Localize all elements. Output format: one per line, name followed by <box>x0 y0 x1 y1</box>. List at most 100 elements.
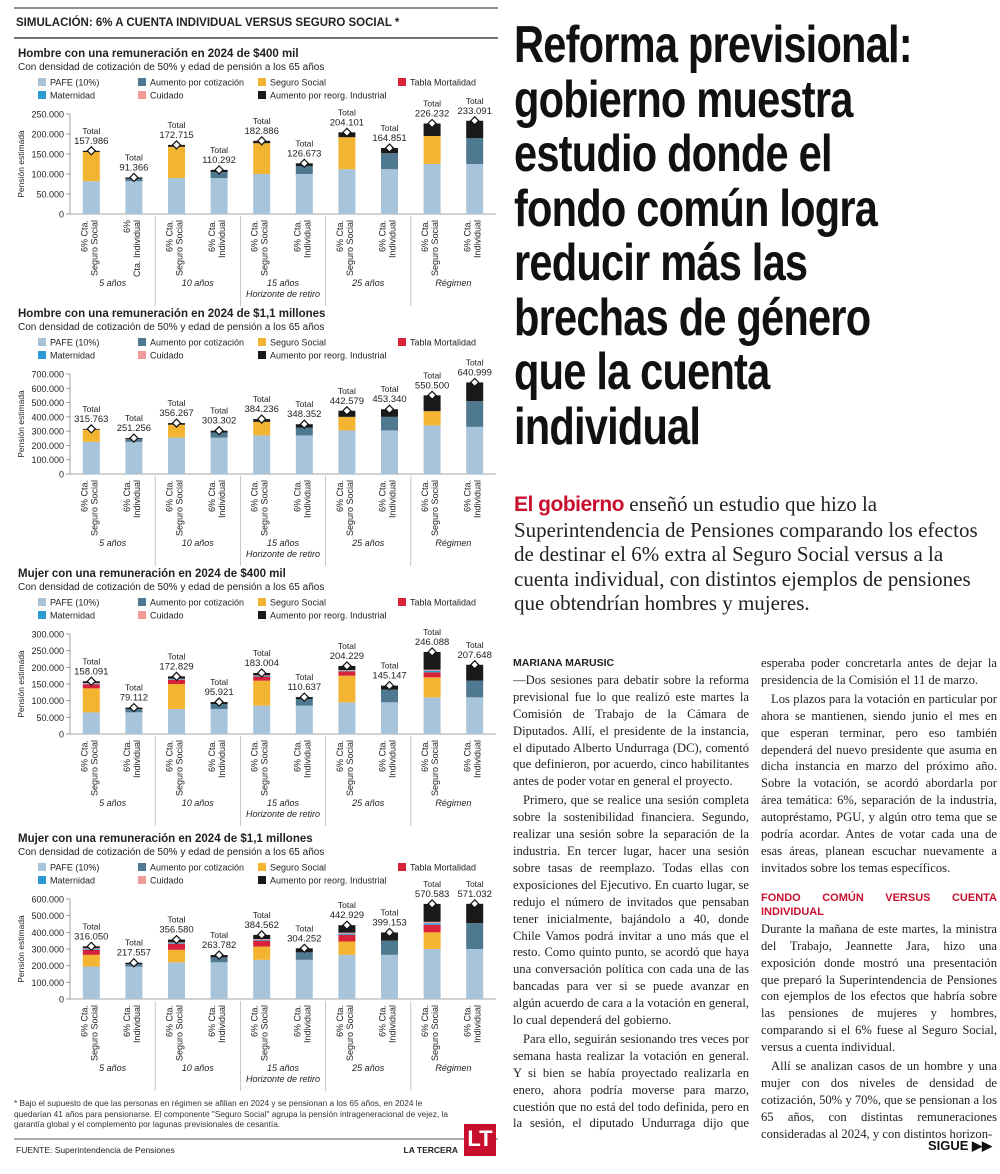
bar-segment <box>295 166 313 174</box>
bar-segment <box>253 421 271 436</box>
bar-segment <box>210 178 228 214</box>
y-tick-label: 100.000 <box>31 696 64 706</box>
legend-swatch <box>38 338 46 346</box>
headline: Reforma previsional: gobierno muestra estu… <box>514 18 1000 454</box>
total-marker <box>86 941 97 952</box>
legend-swatch <box>398 78 406 86</box>
total-word: Total <box>253 116 271 126</box>
y-axis-label: Pensión estimada <box>16 650 26 718</box>
total-marker <box>171 140 182 150</box>
legend-label: Maternidad <box>50 876 95 886</box>
group-label: 10 años <box>182 538 215 548</box>
total-marker <box>299 692 310 702</box>
paragraph: Los plazos para la votación en particula… <box>761 691 997 875</box>
total-word: Total <box>210 930 228 940</box>
bar-segment <box>466 664 484 681</box>
bar-segment <box>381 702 398 734</box>
legend-label: Cuidado <box>150 611 184 621</box>
legend-swatch <box>258 91 266 99</box>
continue-label: SIGUE ▶▶ <box>927 1138 992 1153</box>
x-tick-label: Seguro Social <box>89 1005 99 1061</box>
bar-segment <box>82 152 100 182</box>
x-tick-label: 6% Cta. <box>292 480 302 512</box>
chart-title: Mujer con una remuneración en 2024 de $1… <box>18 833 313 845</box>
y-tick-label: 300.000 <box>31 427 64 437</box>
paragraph: Para ello, seguirán sesionando tres vece… <box>513 656 997 1131</box>
y-tick-label: 250.000 <box>31 110 64 120</box>
x-tick-label: Seguro Social <box>89 480 99 536</box>
bar-segment <box>82 684 100 689</box>
legend-swatch <box>138 863 146 871</box>
total-label: 158.091 <box>74 666 108 677</box>
bar-segment <box>466 401 484 427</box>
bar-segment <box>338 169 356 214</box>
bar-segment <box>423 949 441 999</box>
legend-label: Aumento por cotización <box>150 78 244 88</box>
y-tick-label: 600.000 <box>31 895 64 905</box>
bar-segment <box>295 705 313 734</box>
legend-swatch <box>38 351 46 359</box>
bar-segment <box>466 382 484 402</box>
bar-segment <box>466 164 484 214</box>
x-tick-label: 6% Cta. <box>165 1005 175 1037</box>
total-marker <box>86 676 97 687</box>
total-marker <box>427 118 437 129</box>
total-word: Total <box>253 910 271 920</box>
x-tick-label: Individual <box>302 220 312 258</box>
total-label: 303.302 <box>202 416 236 427</box>
total-label: 246.088 <box>415 637 449 648</box>
group-label: Régimen <box>435 278 471 288</box>
headline-line: individual <box>514 397 701 456</box>
group-label: 5 años <box>99 1063 127 1073</box>
bar-segment <box>423 411 441 426</box>
bar-segment <box>168 962 185 999</box>
headline-line: brechas de género <box>514 288 871 347</box>
legend-swatch <box>138 351 146 359</box>
total-label: 126.673 <box>287 148 321 159</box>
bar-segment <box>423 921 441 924</box>
total-word: Total <box>125 938 143 948</box>
legend-swatch <box>258 611 266 619</box>
group-label: 10 años <box>182 278 215 288</box>
total-label: 207.648 <box>458 650 492 661</box>
total-label: 157.986 <box>74 136 108 147</box>
total-word: Total <box>423 370 441 380</box>
x-tick-label: Seguro Social <box>430 1005 440 1061</box>
headline-line: reducir más las <box>514 234 808 292</box>
y-tick-label: 100.000 <box>31 978 64 988</box>
bar-segment <box>168 709 185 734</box>
total-marker <box>256 135 267 146</box>
x-tick-label: 6% Cta. <box>420 220 430 252</box>
legend-swatch <box>138 611 146 619</box>
total-word: Total <box>210 677 228 687</box>
x-tick-label: Seguro Social <box>260 1005 270 1061</box>
x-tick-label: 6% Cta. <box>207 220 217 252</box>
group-label: 5 años <box>99 538 127 548</box>
subhead: FONDO COMÚN VERSUS CUENTA INDIVIDUAL <box>761 891 997 918</box>
total-word: Total <box>423 99 441 109</box>
total-label: 356.267 <box>159 408 193 419</box>
bar-segment <box>423 697 441 734</box>
legend-label: PAFE (10%) <box>50 598 99 608</box>
bar-segment <box>381 689 398 703</box>
bar-segment <box>466 949 484 999</box>
bar-segment <box>210 437 228 474</box>
total-marker <box>256 414 267 424</box>
group-label: 10 años <box>182 1063 215 1073</box>
x-tick-label: 6% Cta. <box>122 1005 132 1037</box>
legend-swatch <box>38 91 46 99</box>
total-word: Total <box>295 138 313 148</box>
legend-label: PAFE (10%) <box>50 863 99 873</box>
infographic: SIMULACIÓN: 6% A CUENTA INDIVIDUAL VERSU… <box>14 7 498 1156</box>
legend-swatch <box>398 598 406 606</box>
total-marker <box>214 697 224 707</box>
legend-label: Seguro Social <box>270 338 326 348</box>
total-word: Total <box>466 96 484 106</box>
chart-subtitle: Con densidad de cotización de 50% y edad… <box>18 582 324 593</box>
bar-segment <box>466 697 484 734</box>
total-label: 172.715 <box>159 130 193 141</box>
bar-segment <box>168 944 185 950</box>
total-word: Total <box>168 915 186 925</box>
bar-segment <box>295 699 313 706</box>
bar-segment <box>125 712 143 734</box>
